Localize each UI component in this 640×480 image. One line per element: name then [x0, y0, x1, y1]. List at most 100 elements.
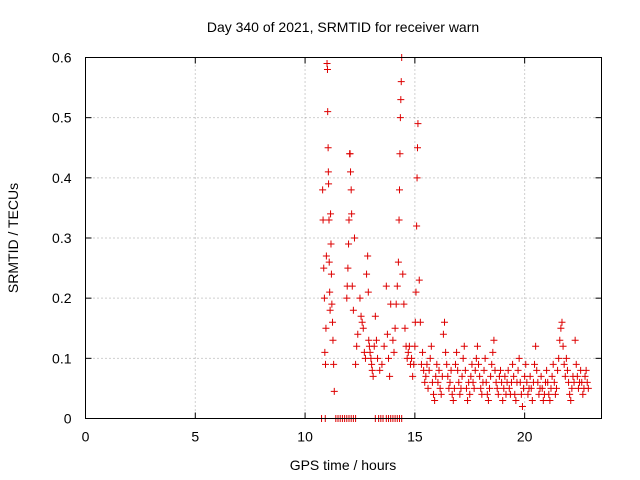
data-point [347, 186, 355, 194]
data-point [441, 318, 449, 326]
data-point [392, 300, 400, 308]
data-point [394, 258, 402, 266]
data-point [561, 372, 569, 380]
data-point [475, 360, 483, 368]
data-point [504, 366, 512, 374]
data-point [476, 372, 484, 380]
data-point [374, 354, 382, 362]
data-point [527, 384, 535, 392]
data-point [456, 390, 464, 398]
data-point [367, 354, 375, 362]
data-point [364, 252, 372, 260]
data-point [545, 390, 553, 398]
data-point [413, 222, 421, 230]
data-point [320, 264, 328, 272]
data-point [470, 384, 478, 392]
data-point [572, 360, 580, 368]
data-point [325, 216, 333, 224]
data-point [415, 276, 423, 284]
data-point [408, 354, 416, 362]
y-tick-label: 0 [64, 411, 72, 427]
data-point [426, 354, 434, 362]
x-tick-label: 0 [82, 429, 90, 445]
data-point [400, 300, 408, 308]
y-tick-label: 0.6 [52, 50, 72, 66]
data-point [490, 336, 498, 344]
data-point [385, 354, 393, 362]
data-point [396, 150, 404, 158]
data-point [350, 234, 358, 242]
data-point [537, 372, 545, 380]
data-point [359, 324, 367, 332]
data-point [435, 366, 443, 374]
data-point [357, 312, 365, 320]
data-point [469, 378, 477, 386]
data-point [446, 378, 454, 386]
data-point [454, 366, 462, 374]
data-point [551, 390, 559, 398]
data-point [477, 384, 485, 392]
y-tick-label: 0.3 [52, 230, 72, 246]
data-point [555, 354, 563, 362]
data-point [439, 330, 447, 338]
data-point [345, 240, 353, 248]
data-point [376, 366, 384, 374]
data-point [410, 360, 418, 368]
data-point [460, 342, 468, 350]
y-tick-label: 0.1 [52, 350, 72, 366]
data-point [365, 336, 373, 344]
data-point [544, 378, 552, 386]
data-point [466, 390, 474, 398]
data-point [330, 360, 338, 368]
data-points [318, 54, 592, 422]
x-axis-label: GPS time / hours [290, 457, 397, 473]
data-point [468, 360, 476, 368]
data-point [368, 366, 376, 374]
data-point [320, 294, 328, 302]
data-point [324, 168, 332, 176]
data-point [518, 402, 526, 410]
data-point [433, 360, 441, 368]
data-point [528, 396, 536, 404]
data-point [563, 366, 571, 374]
data-point [515, 354, 523, 362]
data-point [325, 180, 333, 188]
data-point [487, 372, 495, 380]
data-point [425, 366, 433, 374]
data-point [321, 348, 329, 356]
data-point [451, 360, 459, 368]
data-point [423, 360, 431, 368]
data-point [366, 348, 374, 356]
data-point [327, 270, 335, 278]
data-point [549, 360, 557, 368]
plot-frame [85, 57, 602, 419]
data-point [562, 354, 570, 362]
data-point [514, 366, 522, 374]
data-point [583, 378, 591, 386]
data-point [566, 390, 574, 398]
data-point [412, 288, 420, 296]
data-point [421, 378, 429, 386]
data-point [539, 396, 547, 404]
data-point [458, 372, 466, 380]
data-point [404, 348, 412, 356]
data-point [368, 360, 376, 368]
y-axis-label: SRMTID / TECUs [5, 183, 21, 293]
data-point [486, 384, 494, 392]
data-point [413, 144, 421, 152]
data-point [481, 354, 489, 362]
y-tick-label: 0.4 [52, 170, 72, 186]
data-point [389, 336, 397, 344]
y-tick-label: 0.2 [52, 290, 72, 306]
data-point [427, 342, 435, 350]
data-point [419, 348, 427, 356]
data-point [453, 348, 461, 356]
data-point [327, 240, 335, 248]
data-point [533, 366, 541, 374]
data-point [472, 354, 480, 362]
data-point [464, 396, 472, 404]
data-point [358, 318, 366, 326]
data-point [571, 336, 579, 344]
data-point [395, 186, 403, 194]
data-point [325, 258, 333, 266]
